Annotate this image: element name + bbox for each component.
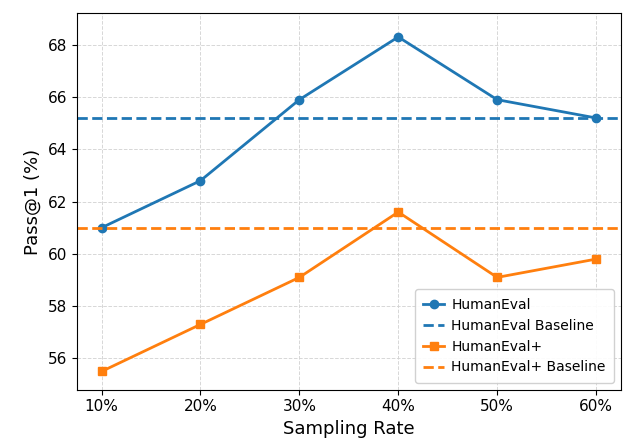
Y-axis label: Pass@1 (%): Pass@1 (%): [24, 149, 42, 254]
HumanEval+: [196, 322, 204, 327]
HumanEval+: [394, 209, 402, 215]
Line: HumanEval: HumanEval: [97, 33, 600, 232]
HumanEval: [296, 97, 303, 103]
HumanEval: [493, 97, 501, 103]
HumanEval: [196, 178, 204, 183]
Line: HumanEval+: HumanEval+: [97, 208, 600, 375]
Legend: HumanEval, HumanEval Baseline, HumanEval+, HumanEval+ Baseline: HumanEval, HumanEval Baseline, HumanEval…: [415, 289, 614, 383]
HumanEval+: [592, 256, 600, 262]
HumanEval Baseline: [98, 115, 106, 121]
HumanEval+: [296, 275, 303, 280]
HumanEval Baseline: [196, 115, 204, 121]
HumanEval: [394, 34, 402, 40]
X-axis label: Sampling Rate: Sampling Rate: [283, 420, 415, 438]
HumanEval: [592, 115, 600, 121]
HumanEval: [98, 225, 106, 230]
HumanEval+: [98, 369, 106, 374]
HumanEval+ Baseline: [196, 225, 204, 230]
HumanEval+: [493, 275, 501, 280]
HumanEval+ Baseline: [98, 225, 106, 230]
